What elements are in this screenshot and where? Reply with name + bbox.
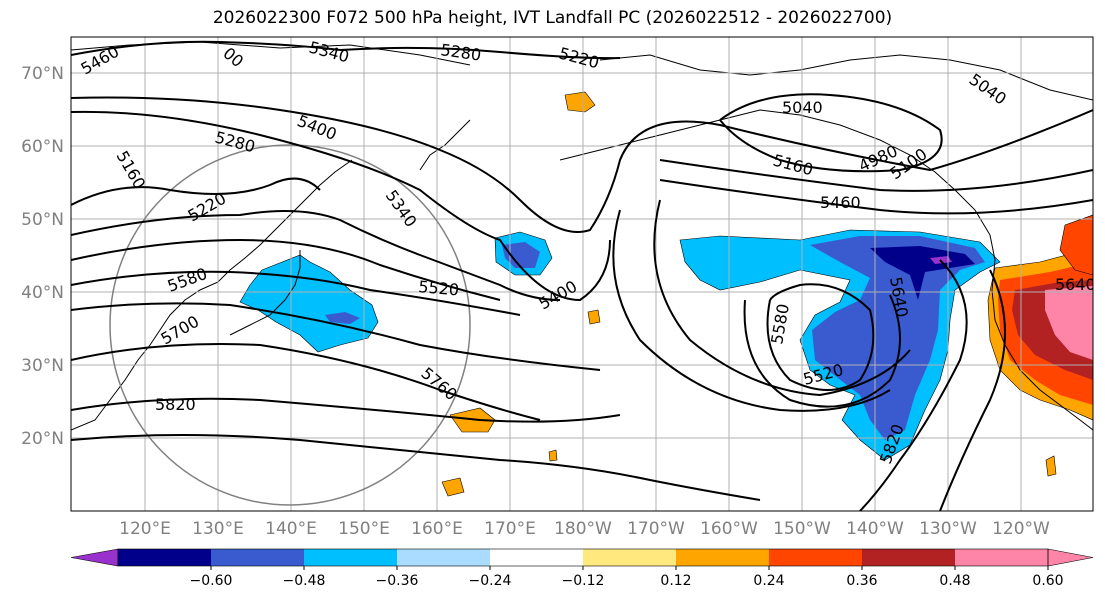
coast-siberia [71,41,471,66]
contour-line [71,434,761,501]
lat-label: 60°N [21,137,64,157]
lon-label: 120°W [992,519,1050,539]
colorbar-tick-label: −0.48 [283,573,326,589]
range-circle [109,144,471,506]
ivt-anomaly-central-core [502,242,540,268]
lon-label: 150°W [773,519,831,539]
lat-label: 20°N [21,429,64,449]
contour-line [71,397,621,423]
coast-north-america [989,234,1093,431]
lon-label: 140°W [846,519,904,539]
contour-line [71,343,541,421]
contour-line [659,179,1093,215]
ivt-positive-blob-pacific-4 [1045,455,1057,477]
map-title: 2026022300 F072 500 hPa height, IVT Land… [212,8,893,28]
colorbar-tick-label: 0.60 [1032,573,1063,589]
lon-label: 160°W [700,519,758,539]
ivt-positive-northeast-corner [1059,214,1093,276]
colorbar-segment [304,549,398,566]
contour-line [743,294,901,408]
lon-label: 150°E [338,519,390,539]
lat-label: 30°N [21,356,64,376]
contour-line [71,270,521,316]
ivt-positive-blob-pacific-2 [441,477,465,497]
colorbar-tick-label: −0.60 [190,573,233,589]
colorbar-segment [862,549,956,566]
contour-line [859,259,968,511]
colorbar-extension-max [1047,548,1094,567]
contour-label: 5640 [1055,275,1096,294]
lat-label: 70°N [21,64,64,84]
contour-label: 5820 [155,395,196,414]
colorbar-segment [490,549,584,566]
contour-line [71,238,501,301]
ivt-positive-blob-alaska [564,91,596,113]
contour-label: 5520 [418,277,460,299]
lon-label: 160°E [411,519,463,539]
lon-label: 170°W [627,519,685,539]
ivt-anomaly-japan [239,254,379,353]
lon-label: 130°W [919,519,977,539]
colorbar-tick-label: −0.24 [469,573,512,589]
ivt-positive-blob-pacific-3 [587,309,601,325]
ivt-positive-west-coast-peak [1045,286,1093,360]
contour-line [653,199,911,397]
ivt-anomaly-east-pacific-mid [810,236,985,440]
gridlines [71,37,1093,511]
lon-label: 170°E [484,519,536,539]
coastlines [71,41,1093,431]
latitude-labels: 70°N 60°N 50°N 40°N 30°N 20°N [21,64,64,449]
contour-line [612,209,891,412]
coast-japan [229,250,301,336]
longitude-labels: 120°E 130°E 140°E 150°E 160°E 170°E 180°… [119,519,1050,539]
lon-label: 130°E [192,519,244,539]
lon-label: 180°W [554,519,612,539]
colorbar-segment [118,549,212,566]
colorbar-tick-label: −0.36 [376,573,419,589]
height-contours [71,40,1093,511]
colorbar-tick-label: 0.12 [660,573,691,589]
colorbar-tick-label: −0.12 [562,573,605,589]
lat-label: 40°N [21,283,64,303]
ivt-shading [239,91,1093,497]
colorbar-segment [211,549,305,566]
colorbar-tick-label: 0.48 [939,573,970,589]
colorbar-segment [583,549,677,566]
lat-label: 50°N [21,210,64,230]
contour-label: 5040 [782,98,823,117]
coast-arctic [599,54,1093,101]
colorbar: −0.60 −0.48 −0.36 −0.24 −0.12 0.12 0.24 0.36 0.4… [70,548,1094,589]
lon-label: 120°E [119,519,171,539]
colorbar-tick-label: 0.24 [753,573,784,589]
colorbar-tick-label: 0.36 [846,573,877,589]
contour-line [71,302,601,371]
ivt-positive-blob-pacific-5 [548,449,558,462]
colorbar-extension-min [70,548,119,567]
colorbar-segment [769,549,863,566]
contour-line [71,210,561,301]
contour-line [71,110,611,302]
contour-line [71,177,321,206]
contour-line [71,96,1093,233]
lon-label: 140°E [265,519,317,539]
contour-line [71,40,621,60]
contour-line [766,283,875,391]
ivt-anomaly-japan-core [325,312,360,324]
colorbar-segment [676,549,770,566]
contour-line [659,159,1093,192]
coast-asia [71,159,353,431]
colorbar-segment [397,549,491,566]
colorbar-segment [955,549,1049,566]
contour-line [939,269,1006,511]
coast-kamchatka [419,119,471,171]
map-border [70,36,1094,512]
contour-label: 5460 [820,193,861,212]
coast-alaska [559,109,991,236]
contour-line [719,93,943,173]
